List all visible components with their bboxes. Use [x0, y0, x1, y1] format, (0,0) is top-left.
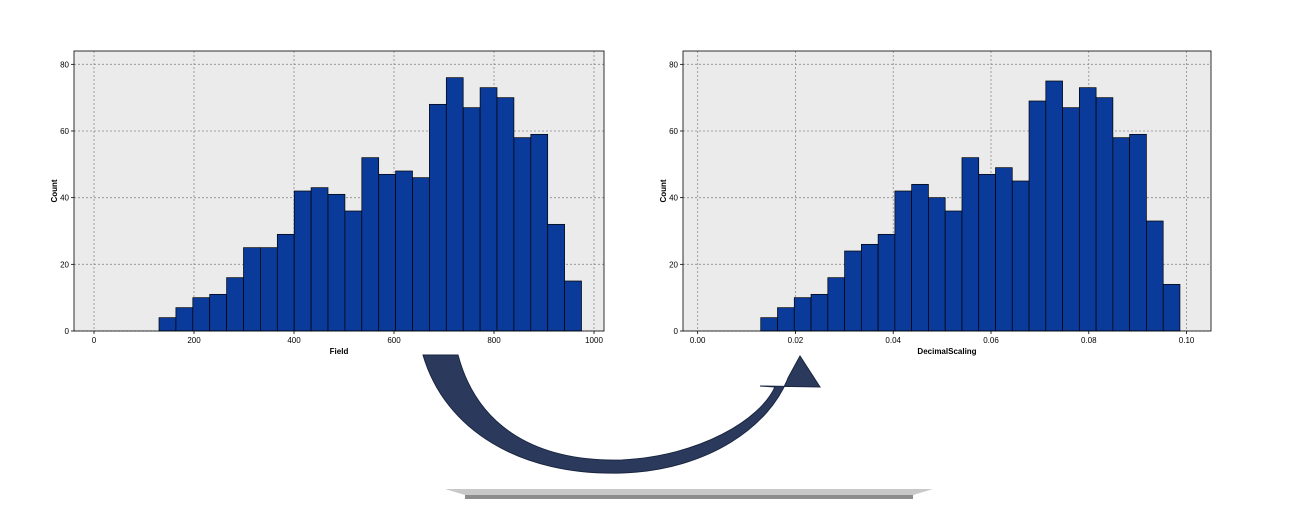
histogram-bar: [547, 223, 565, 332]
y-tick-label: 40: [60, 194, 69, 203]
histogram-bar: [445, 77, 464, 332]
base-platform: [445, 489, 933, 499]
histogram-bar: [158, 317, 177, 332]
histogram-bar: [209, 293, 227, 332]
histogram-bar: [1129, 133, 1147, 332]
histogram-bar: [944, 210, 963, 332]
y-tick-label: 60: [669, 127, 678, 136]
curved-arrow-icon: [422, 354, 821, 474]
x-tick-label: 600: [387, 336, 401, 345]
histogram-bar: [995, 167, 1013, 332]
histogram-bar: [777, 307, 795, 332]
histogram-bar: [395, 170, 413, 332]
histogram-field: 0 200 400 600 800 1000 0 20 40 60 80 Field Count: [50, 50, 605, 356]
histogram-bar: [928, 197, 946, 332]
histogram-bar: [243, 247, 261, 332]
histogram-bar: [361, 157, 380, 332]
histogram-bar: [564, 280, 582, 332]
histogram-bar: [462, 107, 481, 332]
histogram-bar: [1045, 80, 1063, 332]
histogram-bar: [1062, 107, 1080, 332]
y-axis-title: Count: [50, 179, 59, 202]
histogram-bar: [412, 177, 430, 332]
y-tick-label: 80: [669, 60, 678, 69]
y-tick-label: 20: [669, 260, 678, 269]
histogram-decimal-scaling: 0.00 0.02 0.04 0.06 0.08 0.10 0 20 40 60 80 Decimal…: [659, 50, 1212, 356]
x-tick-label: 0.10: [1179, 336, 1195, 345]
histogram-bar: [1028, 100, 1047, 332]
histogram-bar: [1078, 87, 1097, 332]
histogram-bar: [378, 173, 396, 332]
histogram-bar: [175, 307, 194, 332]
y-tick-label: 40: [669, 194, 678, 203]
histogram-bar: [760, 317, 778, 332]
histogram-bar: [1095, 97, 1114, 332]
histogram-bar: [429, 103, 447, 332]
histogram-bar: [894, 190, 913, 332]
x-tick-label: 0.00: [690, 336, 706, 345]
histogram-bar: [479, 87, 498, 332]
x-axis-title: Field: [330, 347, 349, 356]
histogram-bar: [1146, 220, 1164, 332]
histogram-bar: [860, 243, 879, 332]
histogram-bar: [293, 190, 312, 332]
histogram-bar: [530, 133, 549, 332]
x-tick-label: 800: [487, 336, 501, 345]
y-tick-label: 60: [60, 127, 69, 136]
plot-frame: [682, 50, 1212, 332]
histogram-bar: [327, 193, 346, 332]
y-tick-label: 20: [60, 260, 69, 269]
x-tick-label: 0.02: [788, 336, 804, 345]
histogram-bar: [810, 293, 829, 332]
histogram-bar: [260, 247, 278, 332]
histogram-bar: [496, 97, 515, 332]
histogram-bar: [310, 187, 329, 332]
histogram-bar: [827, 277, 845, 332]
histogram-bar: [877, 233, 896, 332]
x-axis-title: DecimalScaling: [917, 347, 976, 356]
x-tick-label: 0.06: [983, 336, 999, 345]
histogram-bar: [1112, 137, 1130, 332]
platform-top: [445, 489, 933, 495]
y-tick-label: 80: [60, 60, 69, 69]
histogram-bar: [911, 183, 929, 332]
y-tick-label: 0: [674, 327, 679, 336]
histogram-bar: [276, 233, 295, 332]
histogram-bar: [192, 297, 211, 332]
x-tick-label: 200: [187, 336, 201, 345]
x-tick-label: 0.04: [885, 336, 901, 345]
x-tick-label: 0.08: [1081, 336, 1097, 345]
histogram-bar: [793, 297, 812, 332]
histogram-bar: [344, 210, 363, 332]
histogram-bar: [844, 250, 862, 332]
histogram-bar: [978, 173, 996, 332]
histogram-bar: [513, 137, 532, 332]
y-axis-title: Count: [659, 179, 668, 202]
histogram-bar: [226, 277, 244, 332]
x-tick-label: 1000: [585, 336, 603, 345]
platform-front: [465, 495, 913, 499]
histogram-bar: [961, 157, 980, 332]
y-tick-label: 0: [65, 327, 70, 336]
histogram-bar: [1011, 180, 1030, 332]
transform-arrow-group: [422, 354, 821, 474]
histogram-bar: [1162, 283, 1181, 332]
x-tick-label: 400: [287, 336, 301, 345]
plot-frame: [73, 50, 605, 332]
x-tick-label: 0: [92, 336, 97, 345]
